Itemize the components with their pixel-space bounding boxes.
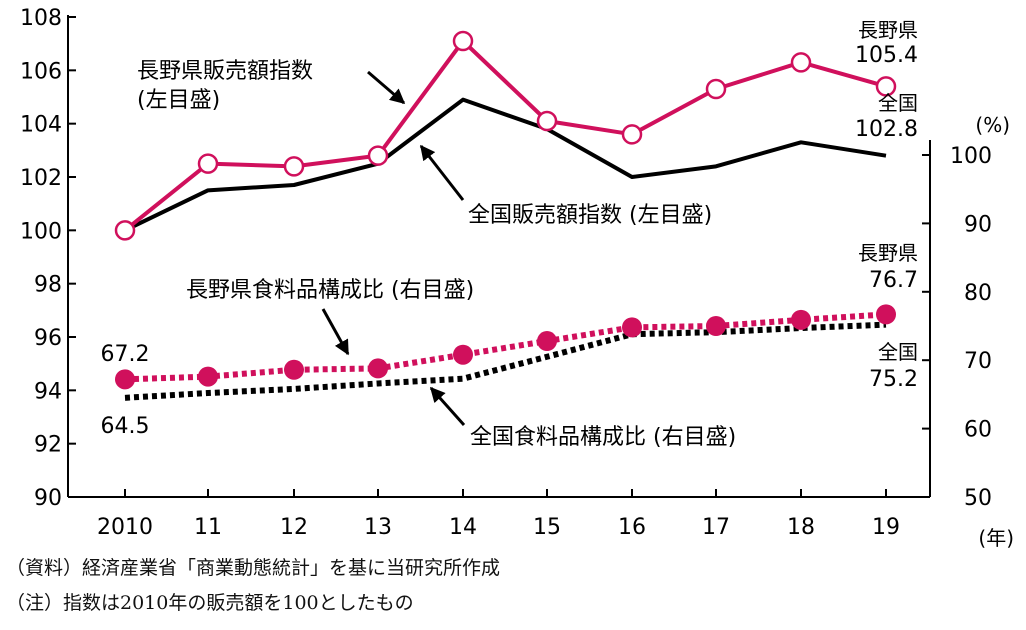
end-value-nagano-sales: 105.4: [855, 43, 918, 68]
left-axis-tick-label: 98: [34, 273, 62, 298]
end-region-national-sales: 全国: [878, 91, 918, 115]
right-axis-unit: (%): [975, 113, 1010, 137]
series-point-2: [198, 366, 218, 387]
x-axis-tick-label: 13: [364, 515, 392, 540]
end-region-national-food: 全国: [878, 340, 918, 364]
series-point-0: [197, 153, 219, 174]
right-axis-tick-label: 60: [964, 418, 992, 443]
left-axis-tick-label: 102: [20, 166, 62, 191]
end-value-nagano-food: 76.7: [869, 268, 918, 293]
arrow-national-food: [429, 386, 466, 426]
left-axis-tick-label: 92: [34, 433, 62, 458]
series-point-0: [452, 30, 474, 52]
series-label-national-food: 全国食料品構成比 (右目盛): [470, 425, 736, 450]
x-axis-tick-label: 2010: [97, 515, 153, 540]
right-axis-tick-label: 90: [964, 212, 992, 237]
series-label-nagano-sales-axis: (左目盛): [137, 88, 220, 113]
right-axis-tick-label: 50: [964, 486, 992, 511]
series-point-2: [284, 359, 304, 380]
x-axis-tick-label: 17: [702, 515, 730, 540]
left-axis-tick-label: 100: [20, 219, 62, 244]
right-axis-tick-label: 70: [964, 349, 992, 374]
series-point-0: [367, 145, 389, 166]
left-axis-tick-label: 94: [34, 379, 62, 404]
series-label-nagano-food: 長野県食料品構成比 (右目盛): [186, 278, 474, 303]
series-line-1: [124, 97, 887, 233]
x-axis-tick-label: 18: [787, 515, 815, 540]
series-point-2: [453, 344, 473, 365]
series-point-2: [622, 317, 642, 338]
series-point-2: [115, 369, 135, 390]
series-label-national-sales: 全国販売額指数 (左目盛): [468, 203, 712, 228]
series-line-0: [123, 39, 887, 232]
x-axis-unit: (年): [978, 526, 1014, 550]
right-axis-tick-label: 100: [950, 144, 992, 169]
start-value-nagano-food: 67.2: [101, 342, 150, 367]
left-axis-tick-label: 104: [20, 113, 62, 138]
x-axis-tick-label: 12: [280, 515, 308, 540]
dual-axis-line-chart: 90 92 94 96 98 100 102 104 106 108 50 60 70 80 90 100 (%…: [20, 6, 1014, 550]
left-axis-tick-label: 90: [34, 486, 62, 511]
start-value-national-food: 64.5: [101, 414, 150, 439]
series-point-0: [114, 220, 136, 241]
x-axis-tick-label: 19: [872, 515, 900, 540]
right-axis-tick-label: 80: [964, 281, 992, 306]
series-point-2: [368, 358, 388, 379]
series-point-2: [706, 316, 726, 336]
arrow-nagano-food: [321, 308, 350, 356]
end-region-nagano-food: 長野県: [858, 241, 918, 265]
x-axis-tick-label: 16: [618, 515, 646, 540]
end-region-nagano-sales: 長野県: [858, 18, 918, 42]
left-axis-tick-label: 96: [34, 326, 62, 351]
series-point-0: [621, 124, 643, 145]
series-point-0: [283, 156, 305, 177]
series-point-0: [875, 76, 897, 97]
left-axis-tick-label: 108: [20, 6, 62, 31]
end-value-national-food: 75.2: [869, 367, 918, 392]
series-line-3: [124, 321, 887, 401]
x-axis-tick-label: 14: [449, 515, 477, 540]
left-axis-tick-label: 106: [20, 59, 62, 84]
x-axis-tick-label: 11: [194, 515, 222, 540]
footnote: （注）指数は2010年の販売額を100としたもの: [6, 592, 414, 614]
source-note: （資料）経済産業省「商業動態統計」を基に当研究所作成: [6, 557, 501, 579]
x-axis-tick-label: 15: [533, 515, 561, 540]
series-point-2: [791, 309, 811, 330]
series-label-nagano-sales: 長野県販売額指数: [137, 59, 313, 84]
series-point-0: [790, 52, 812, 73]
series-line-2: [124, 311, 887, 383]
series-point-2: [876, 304, 896, 325]
arrow-national-sales: [419, 144, 465, 201]
series-point-2: [537, 331, 557, 352]
arrow-nagano-sales: [367, 70, 406, 105]
end-value-national-sales: 102.8: [855, 117, 918, 142]
series-point-0: [536, 110, 558, 132]
series-point-0: [705, 78, 727, 100]
